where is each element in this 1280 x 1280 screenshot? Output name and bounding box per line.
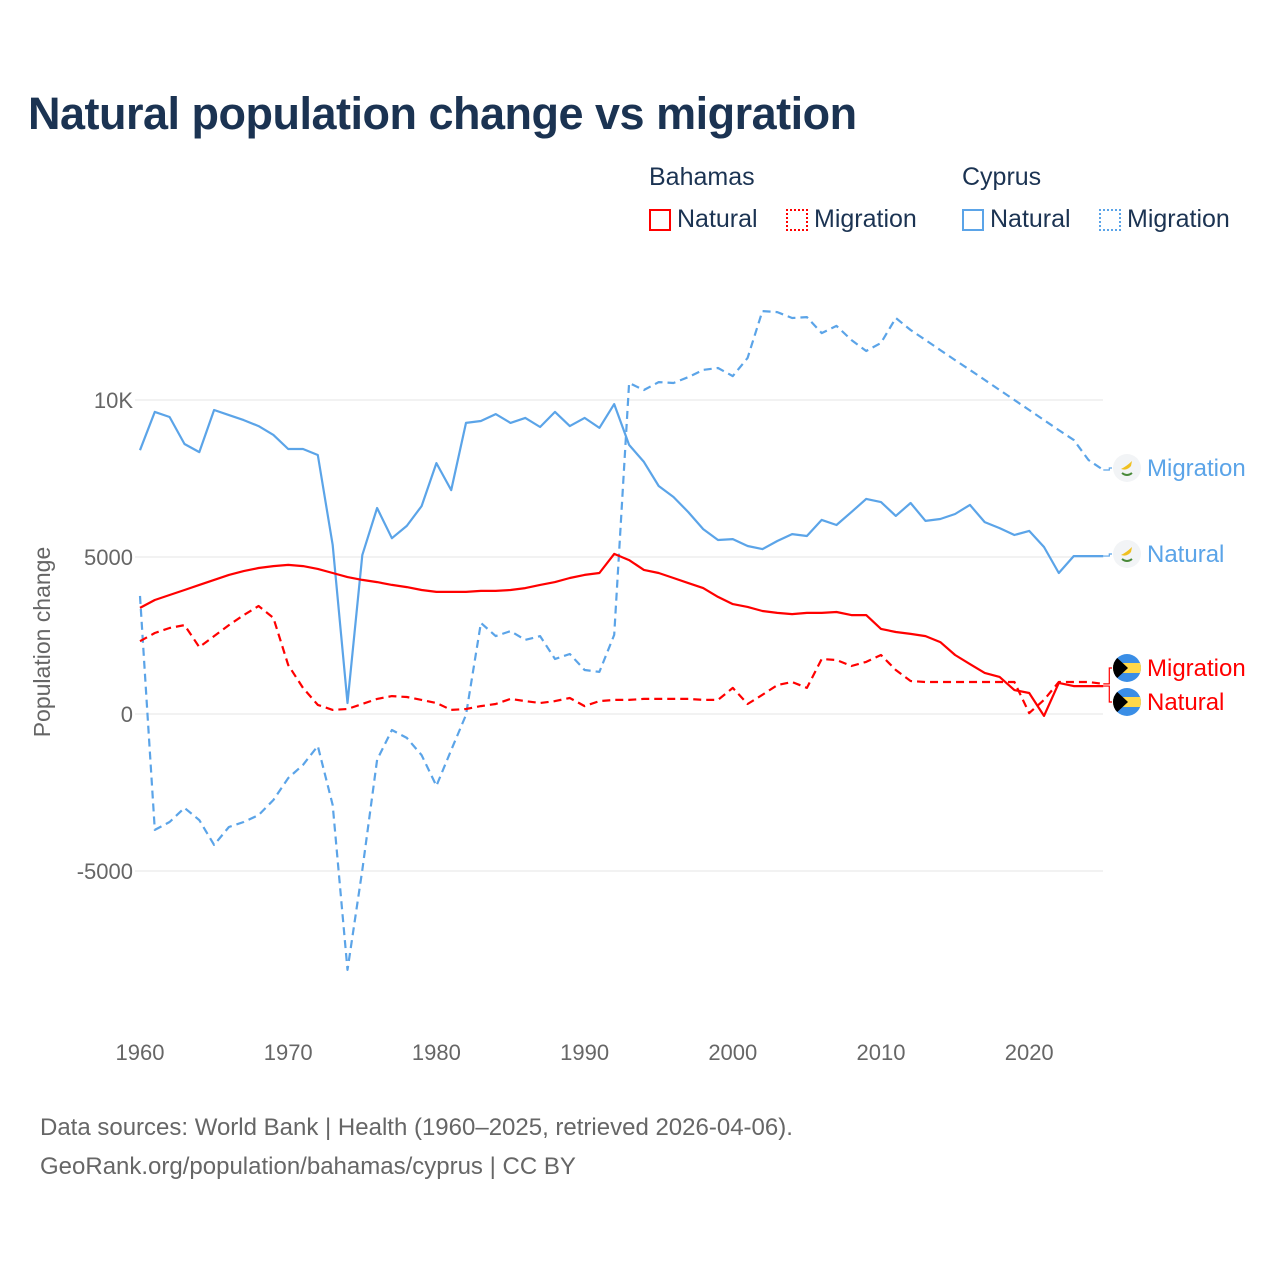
- label-connector: [1103, 667, 1112, 685]
- label-connector: [1103, 685, 1112, 703]
- footer: Data sources: World Bank | Health (1960–…: [40, 1108, 793, 1186]
- bahamas-flag-icon: [1113, 654, 1141, 682]
- cyprus-flag-icon: [1113, 540, 1141, 568]
- x-tick-label: 1960: [116, 1040, 165, 1065]
- y-tick-label: 0: [121, 702, 133, 727]
- legend-label: Natural: [677, 205, 758, 233]
- cyprus-flag-icon: [1113, 454, 1141, 482]
- dotted-swatch-icon: [1099, 208, 1121, 231]
- legend-group-cyprus: Cyprus: [962, 163, 1042, 191]
- chart-title: Natural population change vs migration: [28, 88, 857, 139]
- legend-bahamas-migration[interactable]: Migration: [786, 205, 917, 234]
- legend-cyprus-natural[interactable]: Natural: [962, 205, 1071, 234]
- legend-label: Natural: [990, 205, 1071, 233]
- footer-sources: Data sources: World Bank | Health (1960–…: [40, 1114, 793, 1141]
- x-tick-label: 1990: [560, 1040, 609, 1065]
- legend-label: Migration: [1127, 205, 1230, 233]
- legend-label: Migration: [814, 205, 917, 233]
- series-line-cyprus-migration: [138, 310, 1104, 972]
- series-line-bahamas-migration: [139, 604, 1104, 715]
- y-tick-label: 5000: [84, 545, 133, 570]
- series-line-cyprus-natural: [138, 403, 1104, 705]
- bahamas-flag-icon: [1113, 688, 1141, 716]
- x-tick-label: 1970: [264, 1040, 313, 1065]
- y-axis-label: Population change: [29, 547, 55, 738]
- series-line-bahamas-natural: [139, 552, 1104, 718]
- solid-swatch-icon: [649, 208, 671, 231]
- x-tick-label: 2000: [708, 1040, 757, 1065]
- x-tick-label: 2010: [857, 1040, 906, 1065]
- y-tick-label: 10K: [94, 388, 133, 413]
- y-tick-label: -5000: [77, 859, 133, 884]
- series-end-label: Natural: [1147, 541, 1224, 568]
- x-tick-label: 2020: [1005, 1040, 1054, 1065]
- footer-link[interactable]: GeoRank.org/population/bahamas/cyprus | …: [40, 1153, 576, 1180]
- dotted-swatch-icon: [786, 208, 808, 231]
- series-end-label: Migration: [1147, 655, 1246, 682]
- legend-group-bahamas: Bahamas: [649, 163, 755, 191]
- legend-cyprus-migration[interactable]: Migration: [1099, 205, 1230, 234]
- series-end-label: Migration: [1147, 455, 1246, 482]
- label-connector: [1103, 553, 1112, 557]
- label-connector: [1103, 467, 1112, 471]
- solid-swatch-icon: [962, 208, 984, 231]
- x-tick-label: 1980: [412, 1040, 461, 1065]
- legend-bahamas-natural[interactable]: Natural: [649, 205, 758, 234]
- series-end-label: Natural: [1147, 689, 1224, 716]
